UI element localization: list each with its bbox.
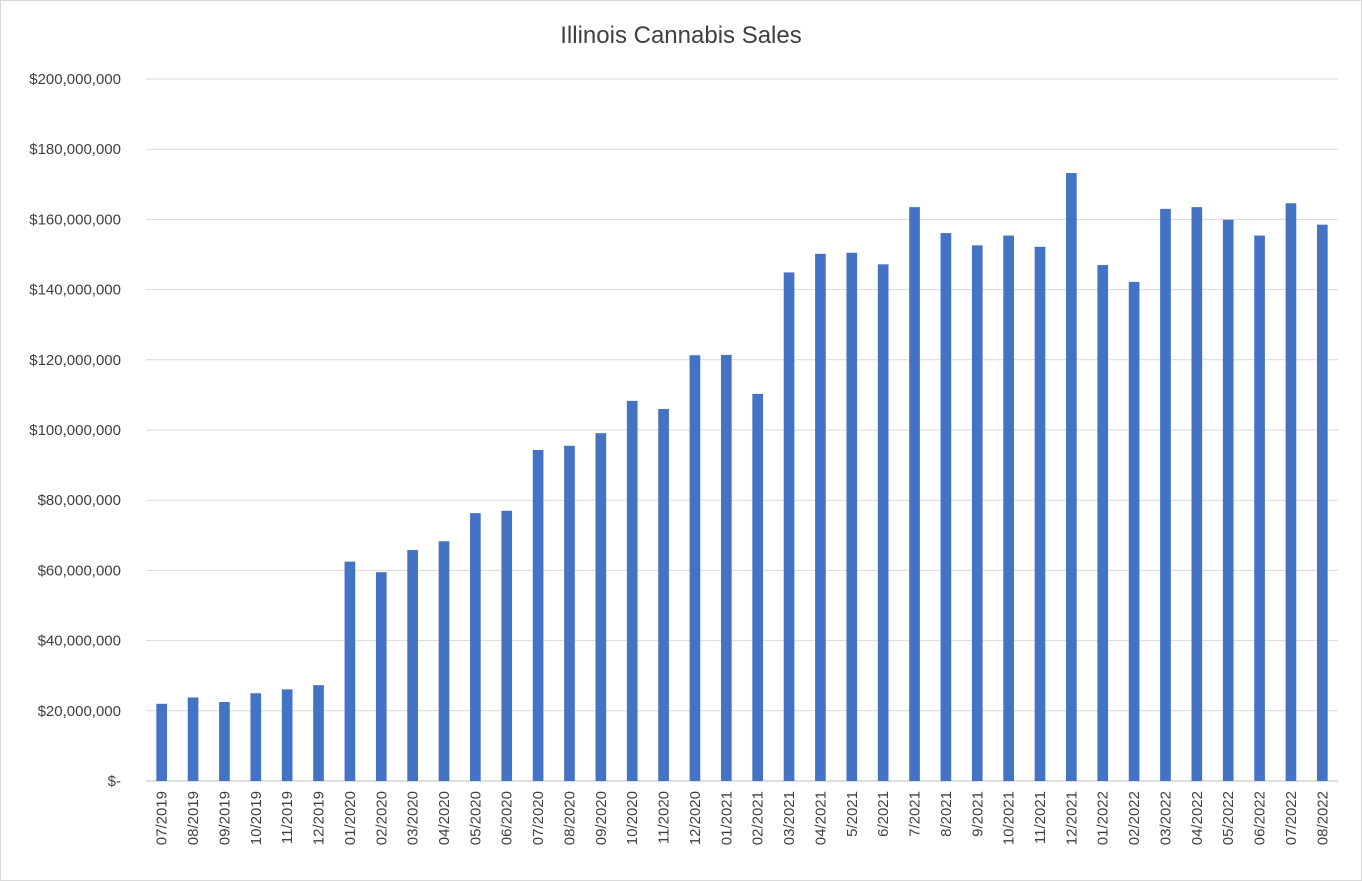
x-tick-label: 03/2021: [781, 791, 798, 845]
bar: [1066, 173, 1077, 781]
x-tick-label: 04/2020: [436, 791, 453, 845]
bar: [846, 252, 858, 781]
bar: [532, 450, 544, 781]
y-tick-label: $40,000,000: [38, 633, 121, 650]
x-tick-label: 6/2021: [875, 791, 892, 837]
bar: [658, 408, 669, 781]
x-tick-label: 08/2019: [185, 791, 202, 845]
x-tick-label: 8/2021: [938, 791, 955, 837]
y-tick-label: $80,000,000: [38, 492, 121, 509]
x-tick-label: 05/2020: [467, 791, 484, 845]
bar: [187, 697, 199, 781]
bar: [375, 572, 387, 781]
y-tick-label: $-: [108, 773, 121, 790]
bar: [909, 207, 920, 782]
bar: [626, 400, 638, 781]
x-tick-label: 07/2019: [154, 791, 171, 845]
x-tick-label: 06/2022: [1252, 791, 1269, 845]
bar: [1097, 265, 1109, 781]
bars: [156, 173, 1328, 782]
x-tick-label: 11/2019: [279, 791, 296, 844]
x-tick-label: 08/2020: [561, 791, 578, 845]
x-tick-label: 11/2020: [656, 791, 673, 844]
x-tick-label: 5/2021: [844, 791, 861, 837]
x-tick-label: 12/2021: [1063, 791, 1080, 845]
bar: [219, 702, 230, 781]
bar: [1128, 281, 1140, 781]
bar: [1191, 207, 1203, 782]
bar: [752, 393, 764, 781]
x-tick-label: 9/2021: [969, 791, 986, 837]
bar: [438, 541, 450, 781]
x-tick-label: 02/2022: [1126, 791, 1143, 845]
x-tick-label: 03/2022: [1157, 791, 1174, 845]
x-tick-label: 7/2021: [907, 791, 924, 837]
x-tick-label: 01/2022: [1095, 791, 1112, 845]
y-tick-label: $160,000,000: [29, 211, 121, 228]
x-tick-label: 05/2022: [1220, 791, 1237, 845]
y-tick-label: $60,000,000: [38, 562, 121, 579]
bar: [1285, 203, 1297, 781]
y-tick-label: $20,000,000: [38, 703, 121, 720]
x-tick-label: 01/2021: [718, 791, 735, 845]
x-tick-label: 07/2020: [530, 791, 547, 845]
y-tick-label: $200,000,000: [29, 71, 121, 88]
bar: [1222, 219, 1234, 782]
bar: [877, 264, 889, 781]
bar: [501, 510, 513, 781]
gridlines: [146, 78, 1338, 782]
bar: [407, 550, 418, 781]
bar: [344, 561, 356, 781]
x-tick-label: 12/2020: [687, 791, 704, 845]
x-tick-label: 11/2021: [1032, 791, 1049, 844]
bar: [595, 433, 607, 781]
bar: [783, 272, 795, 781]
x-tick-label: 12/2019: [311, 791, 328, 845]
y-axis-tick-labels: $- $20,000,000 $40,000,000 $60,000,000 $80,0…: [29, 71, 121, 790]
bar: [156, 703, 168, 781]
bar: [720, 354, 732, 781]
bar: [1316, 224, 1328, 782]
x-tick-label: 02/2020: [373, 791, 390, 845]
bar: [281, 689, 293, 781]
bar: [1254, 235, 1265, 781]
x-tick-label: 09/2020: [593, 791, 610, 845]
x-tick-label: 09/2019: [216, 791, 233, 845]
bar: [1034, 246, 1046, 781]
chart-title: Illinois Cannabis Sales: [560, 22, 802, 49]
y-tick-label: $100,000,000: [29, 422, 121, 439]
bar: [1160, 208, 1171, 781]
bar: [689, 355, 701, 781]
bar: [940, 233, 952, 782]
x-tick-label: 10/2021: [1001, 791, 1018, 845]
bar: [971, 245, 983, 781]
bar: [815, 253, 826, 782]
y-tick-label: $120,000,000: [29, 352, 121, 369]
x-tick-label: 06/2020: [499, 791, 516, 845]
bar: [1003, 235, 1014, 781]
x-tick-label: 01/2020: [342, 791, 359, 845]
x-tick-label: 08/2022: [1314, 791, 1331, 845]
x-tick-label: 04/2022: [1189, 791, 1206, 845]
x-tick-label: 10/2019: [248, 791, 265, 845]
y-tick-label: $180,000,000: [29, 141, 121, 158]
x-tick-label: 07/2022: [1283, 791, 1300, 845]
x-axis-tick-labels: 07/2019 08/2019 09/2019 10/2019 11/2019 12/20…: [154, 791, 1332, 845]
x-tick-label: 10/2020: [624, 791, 641, 845]
bar: [250, 693, 262, 781]
x-tick-label: 03/2020: [405, 791, 422, 845]
x-tick-label: 04/2021: [812, 791, 829, 845]
bar: [313, 685, 324, 781]
y-tick-label: $140,000,000: [29, 282, 121, 299]
x-tick-label: 02/2021: [750, 791, 767, 845]
bar: [470, 513, 481, 781]
bar: [564, 445, 575, 781]
